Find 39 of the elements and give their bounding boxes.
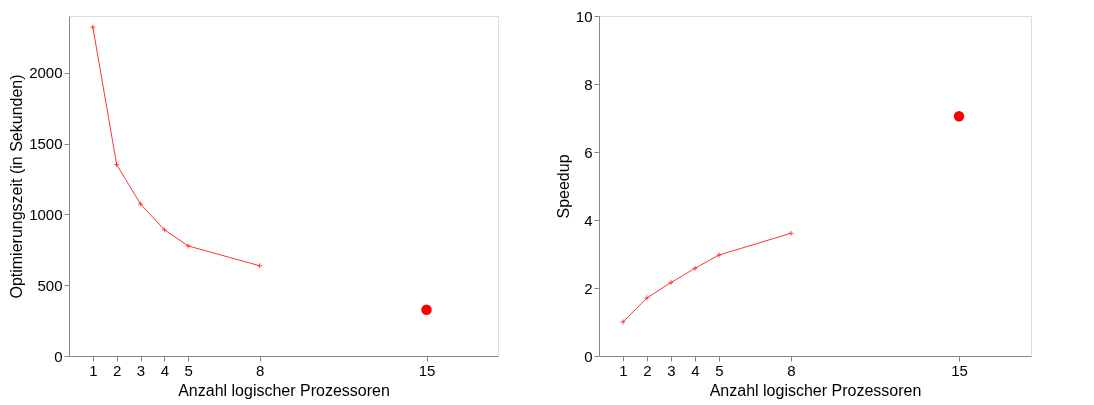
- point: [113, 161, 120, 168]
- point: [421, 304, 432, 315]
- x-tick-label: 1: [619, 361, 628, 379]
- x-tick-label: 15: [951, 361, 968, 379]
- x-tick-label: 3: [667, 361, 676, 379]
- x-tick-label: 4: [691, 361, 700, 379]
- point: [953, 111, 965, 122]
- x-tick-label: 2: [643, 361, 652, 379]
- y-axis-title: Optimierungszeit (in Sekunden): [8, 74, 26, 299]
- y-tick-label: 500: [37, 276, 63, 294]
- y-tick-label: 6: [584, 143, 593, 161]
- y-tick-label: 0: [54, 347, 63, 365]
- y-tick-label: 1500: [29, 135, 63, 152]
- y-tick-label: 8: [584, 75, 593, 93]
- y-axis-title: Speedup: [554, 154, 572, 219]
- y-tick-label: 1000: [29, 205, 63, 223]
- x-tick-label: 8: [787, 361, 796, 379]
- point: [137, 200, 144, 207]
- point: [185, 242, 192, 249]
- x-tick-label: 15: [418, 361, 436, 379]
- x-tick-label: 2: [112, 361, 122, 379]
- x-axis-title: Anzahl logischer Prozessoren: [178, 381, 390, 399]
- point: [161, 226, 168, 233]
- y-tick-label: 0: [584, 347, 593, 365]
- x-tick-label: 3: [136, 361, 146, 379]
- y-tick-label: 2: [584, 279, 593, 297]
- point: [716, 252, 722, 259]
- x-tick-label: 1: [89, 361, 98, 379]
- x-axis-title: Anzahl logischer Prozessoren: [709, 381, 922, 399]
- x-tick-label: 5: [184, 361, 193, 379]
- y-tick-label: 4: [584, 211, 593, 229]
- x-tick-label: 5: [715, 361, 724, 379]
- y-tick-label: 10: [575, 7, 593, 25]
- point: [668, 279, 674, 286]
- y-tick-label: 2000: [29, 64, 63, 82]
- point: [644, 294, 650, 301]
- point: [692, 265, 698, 272]
- x-tick-label: 4: [160, 361, 170, 379]
- x-tick-label: 8: [255, 361, 265, 379]
